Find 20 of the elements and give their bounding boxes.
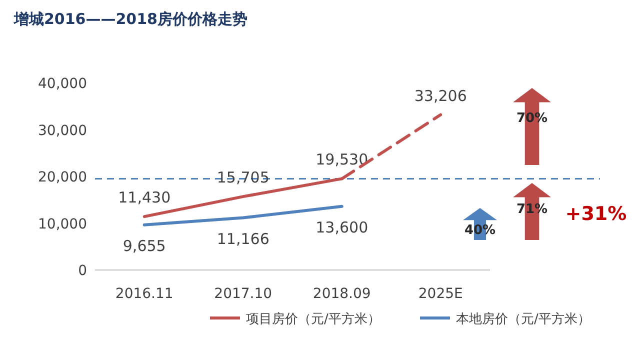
y-tick-label: 0 (78, 263, 87, 279)
data-label: 19,530 (316, 150, 368, 169)
x-tick-label: 2025E (418, 286, 463, 302)
legend-label: 本地房价（元/平方米） (456, 311, 590, 327)
x-tick-label: 2018.09 (312, 286, 371, 302)
y-tick-label: 40,000 (38, 76, 87, 92)
y-tick-label: 20,000 (38, 170, 87, 186)
chart-title: 增城2016——2018房价价格走势 (13, 10, 248, 28)
data-label: 13,600 (316, 218, 368, 236)
data-label: 9,655 (122, 236, 166, 255)
data-label: 11,430 (118, 188, 171, 207)
data-label: 33,206 (414, 86, 467, 105)
data-label: 11,166 (216, 230, 270, 248)
legend-label: 项目房价（元/平方米） (246, 311, 380, 327)
y-tick-label: 30,000 (38, 122, 87, 139)
data-label: 15,705 (216, 168, 270, 187)
y-tick-label: 10,000 (38, 216, 87, 232)
x-tick-label: 2017.10 (214, 286, 272, 302)
text: +31% (565, 203, 627, 225)
x-tick-label: 2016.11 (115, 286, 174, 302)
